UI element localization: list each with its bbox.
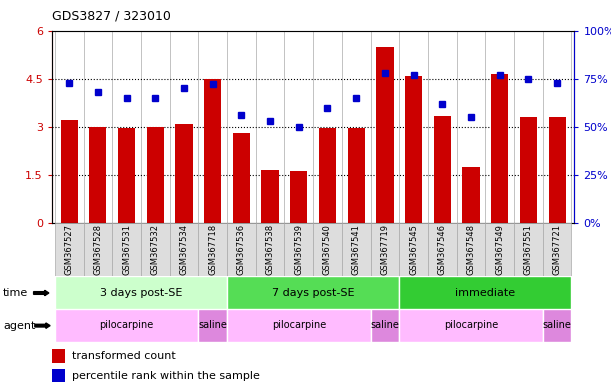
Text: GSM367527: GSM367527 — [65, 224, 74, 275]
Bar — [463, 167, 480, 223]
Bar — [175, 124, 192, 223]
Bar — [549, 117, 566, 223]
Bar — [262, 170, 279, 223]
Text: immediate: immediate — [455, 288, 516, 298]
Bar — [428, 223, 456, 276]
Bar — [543, 309, 571, 342]
Bar — [370, 309, 399, 342]
Bar — [313, 223, 342, 276]
Bar — [491, 74, 508, 223]
Text: time: time — [3, 288, 28, 298]
Bar — [399, 276, 571, 309]
Bar — [141, 223, 170, 276]
Text: GSM367546: GSM367546 — [438, 224, 447, 275]
Bar — [319, 128, 336, 223]
Bar — [399, 309, 543, 342]
Text: GSM367540: GSM367540 — [323, 224, 332, 275]
Bar — [543, 223, 571, 276]
Text: pilocarpine: pilocarpine — [444, 320, 498, 331]
Bar — [376, 47, 393, 223]
Bar — [348, 128, 365, 223]
Text: saline: saline — [543, 320, 571, 331]
Text: saline: saline — [370, 320, 400, 331]
Bar — [456, 223, 485, 276]
Text: agent: agent — [3, 321, 35, 331]
Text: saline: saline — [198, 320, 227, 331]
Text: 3 days post-SE: 3 days post-SE — [100, 288, 182, 298]
Text: GSM367545: GSM367545 — [409, 224, 418, 275]
Text: pilocarpine: pilocarpine — [100, 320, 154, 331]
Bar — [118, 128, 135, 223]
Text: GSM367534: GSM367534 — [180, 224, 188, 275]
Bar — [55, 309, 199, 342]
Bar — [405, 76, 422, 223]
Bar — [84, 223, 112, 276]
Bar — [199, 223, 227, 276]
Bar — [256, 223, 285, 276]
Text: GSM367548: GSM367548 — [467, 224, 475, 275]
Text: GSM367549: GSM367549 — [495, 224, 504, 275]
Text: 7 days post-SE: 7 days post-SE — [272, 288, 354, 298]
Bar — [112, 223, 141, 276]
Text: GSM367541: GSM367541 — [352, 224, 360, 275]
Bar — [199, 309, 227, 342]
Bar — [227, 223, 256, 276]
Bar — [55, 223, 84, 276]
Text: GSM367531: GSM367531 — [122, 224, 131, 275]
Bar — [285, 223, 313, 276]
Text: GSM367539: GSM367539 — [295, 224, 303, 275]
Text: GSM367551: GSM367551 — [524, 224, 533, 275]
Bar — [233, 133, 250, 223]
Bar — [520, 117, 537, 223]
Bar — [290, 171, 307, 223]
Bar — [485, 223, 514, 276]
Text: GSM367718: GSM367718 — [208, 224, 217, 275]
Bar — [204, 79, 221, 223]
Text: transformed count: transformed count — [71, 351, 175, 361]
Bar — [60, 120, 78, 223]
Bar — [514, 223, 543, 276]
Text: GSM367528: GSM367528 — [93, 224, 103, 275]
Bar — [170, 223, 199, 276]
Text: GSM367536: GSM367536 — [237, 224, 246, 275]
Text: percentile rank within the sample: percentile rank within the sample — [71, 371, 260, 381]
Bar — [52, 349, 65, 363]
Bar — [434, 116, 451, 223]
Text: GSM367538: GSM367538 — [266, 224, 274, 275]
Bar — [89, 127, 106, 223]
Bar — [370, 223, 399, 276]
Bar — [147, 127, 164, 223]
Bar — [227, 309, 370, 342]
Bar — [227, 276, 399, 309]
Text: GSM367721: GSM367721 — [552, 224, 562, 275]
Bar — [55, 276, 227, 309]
Bar — [342, 223, 370, 276]
Text: GSM367719: GSM367719 — [381, 224, 389, 275]
Text: pilocarpine: pilocarpine — [272, 320, 326, 331]
Bar — [52, 369, 65, 382]
Bar — [399, 223, 428, 276]
Text: GDS3827 / 323010: GDS3827 / 323010 — [52, 10, 171, 23]
Text: GSM367532: GSM367532 — [151, 224, 159, 275]
